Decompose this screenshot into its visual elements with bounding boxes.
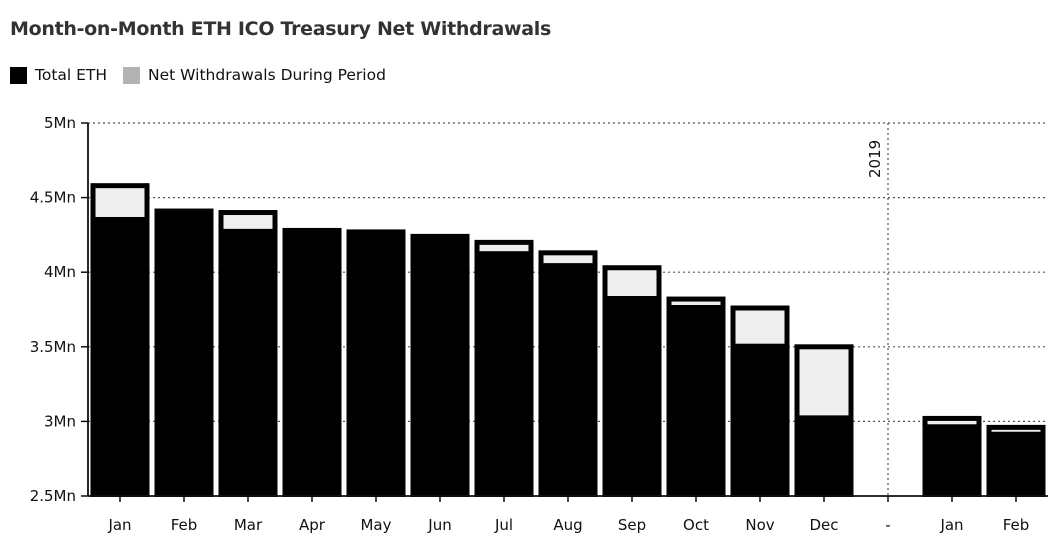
bar-total [667, 305, 725, 496]
x-tick-label: Aug [553, 516, 582, 534]
chart-title: Month-on-Month ETH ICO Treasury Net With… [10, 18, 552, 40]
bar-total [987, 431, 1045, 496]
bar-withdrawal [671, 301, 721, 306]
bar-total [155, 209, 213, 496]
bar-withdrawal [543, 255, 593, 264]
y-tick-label: 3.5Mn [30, 338, 76, 356]
bar-total [411, 234, 469, 496]
bar-total [283, 228, 341, 496]
year-divider-label: 2019 [866, 140, 884, 178]
y-tick-label: 3Mn [44, 412, 76, 430]
x-tick-label: Jul [494, 516, 513, 534]
bar-total [219, 228, 277, 496]
x-tick-label: Mar [234, 516, 263, 534]
x-tick-label: Dec [809, 516, 838, 534]
x-tick-label: Sep [618, 516, 646, 534]
bar-withdrawal [927, 420, 977, 425]
bar-withdrawal [735, 310, 785, 344]
x-tick-label: - [885, 516, 890, 534]
y-tick-label: 4.5Mn [30, 189, 76, 207]
x-tick-label: Oct [683, 516, 709, 534]
x-tick-label: Apr [299, 516, 326, 534]
x-tick-label: Feb [1003, 516, 1030, 534]
bar-withdrawal [607, 270, 657, 297]
x-tick-label: Jun [427, 516, 451, 534]
legend: Total ETH Net Withdrawals During Period [10, 66, 402, 84]
legend-item-total: Total ETH [10, 66, 107, 84]
y-tick-label: 4Mn [44, 263, 76, 281]
x-tick-label: Nov [745, 516, 774, 534]
bar-total [923, 424, 981, 496]
bar-withdrawal [95, 188, 145, 217]
y-tick-label: 5Mn [44, 114, 76, 132]
bar-total [603, 296, 661, 496]
x-tick-label: Jan [107, 516, 131, 534]
bar-total [347, 230, 405, 496]
y-tick-label: 2.5Mn [30, 487, 76, 505]
bar-withdrawal [479, 244, 529, 252]
bar-total [91, 216, 149, 496]
legend-swatch-withdrawals [123, 66, 141, 84]
x-tick-label: May [360, 516, 391, 534]
x-tick-label: Jan [939, 516, 963, 534]
legend-label-total: Total ETH [35, 66, 108, 84]
bar-total [795, 415, 853, 496]
bar-withdrawal [991, 429, 1041, 432]
legend-item-withdrawals: Net Withdrawals During Period [123, 66, 386, 84]
bar-total [475, 251, 533, 496]
bar-withdrawal [223, 215, 273, 229]
legend-swatch-total [10, 66, 27, 84]
bar-withdrawal [799, 349, 849, 416]
legend-label-withdrawals: Net Withdrawals During Period [148, 66, 386, 84]
bar-total [539, 263, 597, 496]
bar-total [731, 343, 789, 496]
x-tick-label: Feb [171, 516, 198, 534]
